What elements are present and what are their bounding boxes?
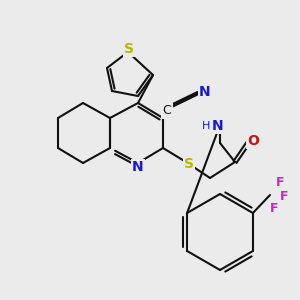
Text: S: S [184, 157, 194, 171]
Text: H: H [202, 121, 210, 131]
Text: N: N [212, 119, 224, 133]
Text: N: N [132, 160, 144, 174]
Text: F: F [280, 190, 288, 202]
Text: C: C [163, 104, 171, 118]
Text: N: N [199, 85, 211, 99]
Text: S: S [124, 42, 134, 56]
Text: F: F [270, 202, 278, 214]
Text: O: O [247, 134, 259, 148]
Text: F: F [276, 176, 284, 190]
